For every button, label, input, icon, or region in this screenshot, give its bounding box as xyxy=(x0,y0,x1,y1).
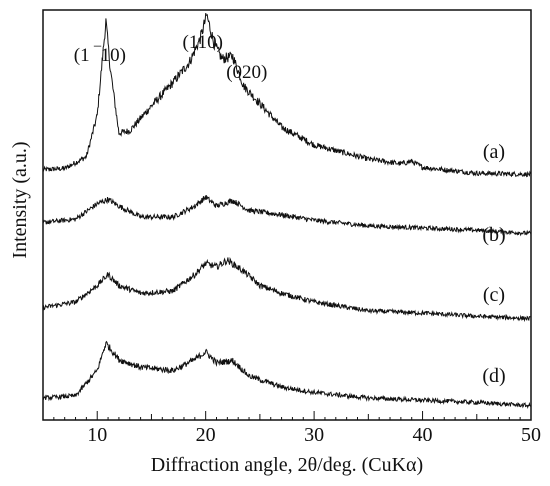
peak-annotations: (1 ‾10) (110)(020) xyxy=(74,32,268,83)
x-tick-label: 50 xyxy=(521,424,541,446)
plot-frame xyxy=(42,9,532,421)
series-curve xyxy=(42,195,532,237)
series-curves xyxy=(42,12,532,410)
series-curve xyxy=(42,256,532,323)
x-tick-label: 40 xyxy=(413,424,433,446)
x-tick-labels: 10 20 30 40 50 xyxy=(87,424,541,446)
series-label: (b) xyxy=(482,224,505,246)
x-ticks xyxy=(42,411,532,420)
peak-label: (1 ‾10) xyxy=(74,45,126,66)
series-label: (d) xyxy=(482,365,505,387)
x-axis-title: Diffraction angle, 2θ/deg. (CuKα) xyxy=(151,454,423,476)
x-tick-label: 10 xyxy=(87,424,107,446)
series-labels: (a) (b) (c) (d) xyxy=(482,141,505,387)
series-curve xyxy=(42,12,532,178)
series-curve xyxy=(42,340,532,410)
peak-label: (110) xyxy=(183,32,223,53)
peak-label: (020) xyxy=(226,62,267,83)
x-tick-label: 20 xyxy=(196,424,216,446)
series-label: (a) xyxy=(483,141,505,163)
y-axis-title: Intensity (a.u.) xyxy=(9,141,31,258)
series-label: (c) xyxy=(483,284,505,306)
x-tick-label: 30 xyxy=(304,424,324,446)
